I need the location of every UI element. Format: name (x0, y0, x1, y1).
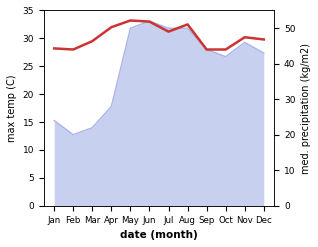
X-axis label: date (month): date (month) (120, 230, 198, 240)
Y-axis label: max temp (C): max temp (C) (7, 74, 17, 142)
Y-axis label: med. precipitation (kg/m2): med. precipitation (kg/m2) (301, 43, 311, 174)
